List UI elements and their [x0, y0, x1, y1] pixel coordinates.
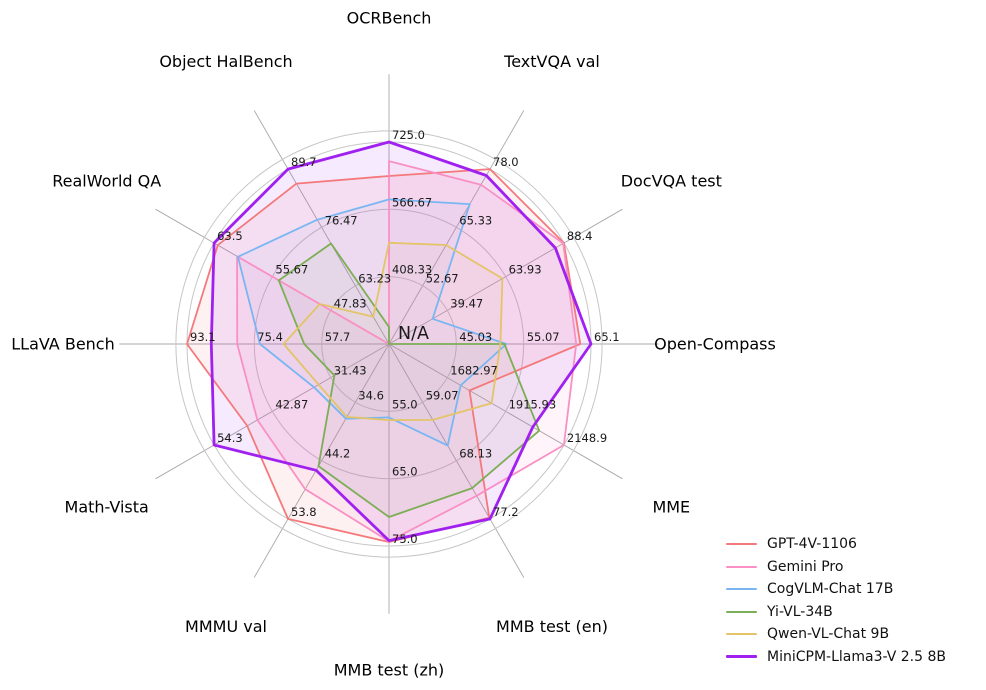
tick-label-object-halbench: 63.23	[358, 272, 391, 286]
tick-label-mmmu-val: 44.2	[325, 447, 351, 461]
tick-label-math-vista: 54.3	[217, 431, 243, 445]
legend-line-swatch	[726, 565, 757, 568]
legend-line-swatch	[726, 655, 757, 659]
series-line-minicpm-llama3-v-2-5-8b	[209, 140, 593, 542]
tick-label-mme: 1682.97	[450, 364, 498, 378]
legend-label: GPT-4V-1106	[767, 536, 857, 553]
series-line-cogvlm-chat-17b	[236, 198, 508, 447]
series-line-qwen-vl-chat-9b	[282, 241, 504, 422]
legend-line-swatch	[726, 610, 757, 613]
axis-title-mmb-test-en: MMB test (en)	[496, 617, 608, 636]
tick-label-realworld-qa: 47.83	[334, 296, 367, 310]
tick-label-object-halbench: 89.7	[291, 155, 317, 169]
tick-label-ocrbench: 566.67	[392, 195, 432, 209]
tick-label-mme: 2148.9	[567, 431, 607, 445]
axis-title-textvqa-val: TextVQA val	[503, 52, 600, 71]
tick-label-realworld-qa: 63.5	[217, 229, 243, 243]
series-fill-qwen-vl-chat-9b	[283, 242, 503, 421]
center-na-label: N/A	[398, 324, 429, 344]
tick-label-open-compass: 45.03	[459, 330, 492, 344]
axis-title-mme: MME	[652, 498, 690, 517]
tick-label-mme: 1915.93	[509, 397, 557, 411]
tick-label-mmmu-val: 34.6	[358, 388, 384, 402]
tick-label-llava-bench: 57.7	[325, 330, 351, 344]
axis-title-mmb-test-zh: MMB test (zh)	[334, 661, 445, 680]
legend-label: MiniCPM-Llama3-V 2.5 8B	[767, 648, 946, 665]
axis-title-mmmu-val: MMMU val	[185, 617, 267, 636]
legend-item-qwen-vl-chat-9b: Qwen-VL-Chat 9B	[726, 623, 946, 646]
tick-label-ocrbench: 408.33	[392, 263, 432, 277]
tick-label-math-vista: 42.87	[275, 397, 308, 411]
legend-item-cogvlm-chat-17b: CogVLM-Chat 17B	[726, 578, 946, 601]
tick-label-math-vista: 31.43	[334, 364, 367, 378]
legend-item-gemini-pro: Gemini Pro	[726, 556, 946, 579]
legend-item-yi-vl-34b: Yi-VL-34B	[726, 601, 946, 624]
axis-title-realworld-qa: RealWorld QA	[52, 172, 161, 191]
tick-label-open-compass: 65.1	[594, 330, 620, 344]
tick-label-textvqa-val: 78.0	[493, 155, 519, 169]
legend-item-minicpm-llama3-v-2-5-8b: MiniCPM-Llama3-V 2.5 8B	[726, 646, 946, 669]
tick-label-mmmu-val: 53.8	[291, 505, 317, 519]
tick-label-mmb-test-zh: 55.0	[392, 397, 418, 411]
legend-label: Qwen-VL-Chat 9B	[767, 626, 890, 643]
tick-label-mmb-test-en: 77.2	[493, 505, 519, 519]
tick-label-docvqa-test: 63.93	[509, 263, 542, 277]
series-fill-yi-vl-34b	[278, 243, 540, 517]
tick-label-llava-bench: 93.1	[190, 330, 216, 344]
tick-label-open-compass: 55.07	[527, 330, 560, 344]
legend-label: CogVLM-Chat 17B	[767, 581, 894, 598]
axis-title-open-compass: Open-Compass	[654, 335, 776, 354]
chart-legend: GPT-4V-1106 Gemini Pro CogVLM-Chat 17B Yi-V…	[726, 533, 946, 668]
tick-label-textvqa-val: 65.33	[459, 213, 492, 227]
legend-item-gpt-4v-1106: GPT-4V-1106	[726, 533, 946, 556]
legend-label: Gemini Pro	[767, 558, 844, 575]
axis-title-ocrbench: OCRBench	[347, 9, 432, 28]
radar-grid-ring	[175, 130, 603, 558]
legend-line-swatch	[726, 633, 757, 636]
tick-label-llava-bench: 75.4	[257, 330, 283, 344]
series-line-yi-vl-34b	[277, 242, 541, 518]
series-fill-gpt-4v-1106	[187, 169, 581, 542]
tick-label-mmb-test-en: 68.13	[459, 447, 492, 461]
tick-label-textvqa-val: 52.67	[426, 272, 459, 286]
tick-label-mmb-test-zh: 65.0	[392, 465, 418, 479]
tick-label-mmb-test-zh: 75.0	[392, 532, 418, 546]
tick-label-docvqa-test: 39.47	[450, 296, 483, 310]
tick-label-object-halbench: 76.47	[325, 213, 358, 227]
legend-line-swatch	[726, 543, 757, 546]
axis-title-llava-bench: LLaVA Bench	[11, 335, 114, 354]
axis-title-docvqa-test: DocVQA test	[621, 172, 722, 191]
tick-label-ocrbench: 725.0	[392, 128, 425, 142]
axis-title-math-vista: Math-Vista	[65, 498, 149, 517]
legend-line-swatch	[726, 588, 757, 591]
axis-title-object-halbench: Object HalBench	[159, 52, 292, 71]
tick-label-realworld-qa: 55.67	[275, 263, 308, 277]
tick-label-mmb-test-en: 59.07	[426, 388, 459, 402]
legend-label: Yi-VL-34B	[767, 603, 833, 620]
series-fill-minicpm-llama3-v-2-5-8b	[211, 142, 592, 541]
tick-label-docvqa-test: 88.4	[567, 229, 593, 243]
